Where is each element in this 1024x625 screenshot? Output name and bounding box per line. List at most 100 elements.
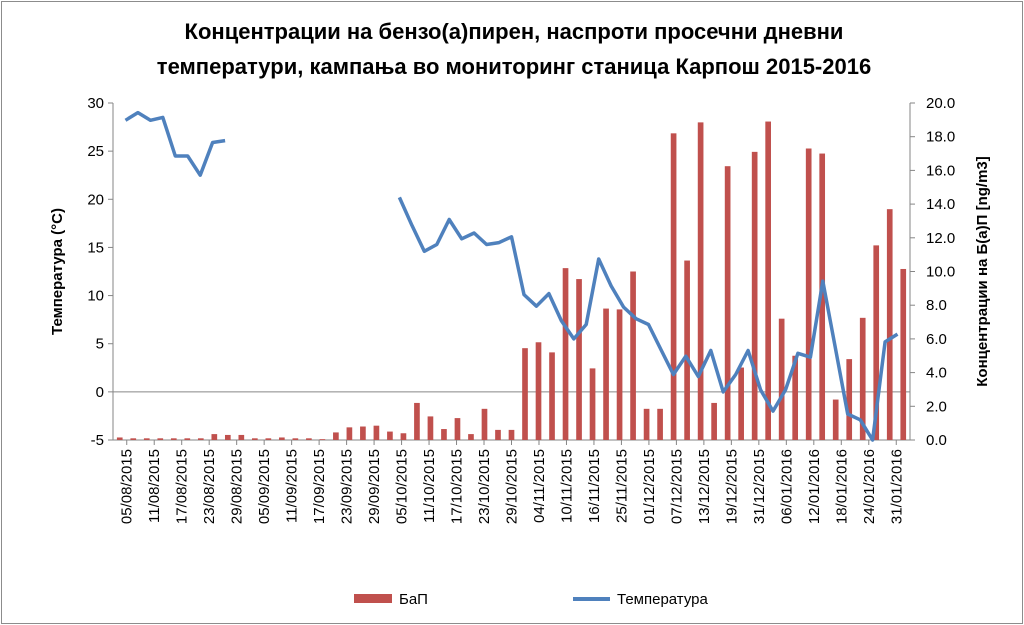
bap-bar bbox=[454, 418, 461, 440]
x-tick-label: 11/08/2015 bbox=[146, 449, 163, 523]
bap-bar bbox=[724, 166, 731, 440]
y-right-tick-label: 0.0 bbox=[926, 432, 947, 449]
x-tick-label: 18/01/2016 bbox=[833, 449, 850, 524]
bap-bar bbox=[373, 425, 380, 440]
bap-bar bbox=[549, 352, 555, 440]
bap-bar bbox=[333, 432, 339, 440]
bap-bar bbox=[400, 433, 407, 440]
y-left-tick-label: 5 bbox=[96, 336, 104, 353]
legend-bap-label: БаП bbox=[399, 591, 428, 608]
x-tick-label: 05/10/2015 bbox=[394, 449, 411, 524]
bap-bar bbox=[508, 429, 515, 440]
temperature-line-segment bbox=[124, 110, 226, 177]
bap-bar bbox=[143, 438, 150, 440]
bap-bar bbox=[711, 402, 717, 440]
chart-title-line2: температури, кампања во мониторинг стани… bbox=[157, 54, 871, 79]
bap-bar bbox=[157, 438, 164, 440]
x-tick-label: 29/08/2015 bbox=[229, 449, 246, 524]
y-left-tick-label: 15 bbox=[87, 239, 104, 256]
x-tick-label: 24/01/2016 bbox=[861, 449, 878, 524]
bap-bar bbox=[886, 209, 893, 440]
bap-bar bbox=[495, 429, 501, 440]
bap-bar bbox=[414, 402, 420, 440]
x-tick-label: 12/01/2016 bbox=[806, 449, 823, 524]
temperature-line-segment bbox=[397, 196, 899, 442]
chart-title-line1: Концентрации на бензо(а)пирен, наспроти … bbox=[185, 19, 844, 44]
bap-bar bbox=[792, 355, 799, 440]
bap-bar bbox=[197, 438, 204, 440]
bap-bar bbox=[387, 431, 393, 440]
bap-bar bbox=[238, 434, 245, 440]
bap-bar bbox=[292, 438, 299, 440]
x-tick-label: 06/01/2016 bbox=[778, 449, 795, 524]
y-right-tick-label: 8.0 bbox=[926, 297, 947, 314]
y-right-tick-label: 2.0 bbox=[926, 398, 947, 415]
bap-bar bbox=[346, 427, 353, 440]
tick-labels: 30 25 20 15 10 5 0 -5 20.0 18.0 16.0 14.0 12.0 10.0 8.… bbox=[87, 95, 955, 524]
y-left-tick-label: 25 bbox=[87, 143, 104, 160]
x-tick-label: 19/12/2015 bbox=[723, 449, 740, 524]
bap-bar bbox=[481, 408, 488, 440]
bap-bar bbox=[778, 318, 785, 440]
bap-bar bbox=[535, 342, 542, 440]
bap-bar bbox=[279, 437, 285, 440]
x-tick-label: 31/12/2015 bbox=[751, 449, 768, 524]
y-right-tick-label: 10.0 bbox=[926, 264, 955, 281]
bap-bar bbox=[873, 245, 880, 440]
bap-bar bbox=[522, 348, 528, 440]
bap-bars bbox=[116, 121, 907, 441]
y-left-tick-label: 30 bbox=[87, 95, 104, 112]
bap-bar bbox=[130, 438, 137, 440]
x-tick-label: 29/10/2015 bbox=[504, 449, 521, 524]
x-tick-label: 10/11/2015 bbox=[559, 449, 576, 523]
bap-bar bbox=[252, 438, 258, 440]
x-tick-label: 17/09/2015 bbox=[311, 449, 328, 524]
bap-bar bbox=[738, 367, 744, 440]
y-right-tick-label: 4.0 bbox=[926, 365, 947, 382]
y-right-tick-label: 14.0 bbox=[926, 196, 955, 213]
y-right-tick-label: 16.0 bbox=[926, 162, 955, 179]
bap-bar bbox=[900, 268, 907, 440]
x-tick-label: 04/11/2015 bbox=[531, 449, 548, 523]
bap-bar bbox=[805, 148, 812, 440]
bap-bar bbox=[589, 368, 596, 440]
bap-bar bbox=[684, 260, 690, 440]
bap-bar bbox=[116, 437, 123, 440]
bap-bar bbox=[468, 434, 474, 440]
x-tick-label: 07/12/2015 bbox=[668, 449, 685, 524]
bap-bar bbox=[224, 434, 231, 440]
bap-bar bbox=[846, 359, 853, 440]
x-tick-label: 16/11/2015 bbox=[586, 449, 603, 523]
y-axis-right-title: Концентрации на Б(а)П [ng/m3] bbox=[974, 156, 991, 386]
x-tick-label: 11/10/2015 bbox=[421, 449, 438, 523]
bap-bar bbox=[427, 416, 434, 440]
y-right-tick-label: 6.0 bbox=[926, 331, 947, 348]
bap-bar bbox=[670, 133, 677, 440]
x-tick-label: 13/12/2015 bbox=[696, 449, 713, 524]
x-tick-label: 23/09/2015 bbox=[339, 449, 356, 524]
x-tick-label: 05/08/2015 bbox=[119, 449, 136, 524]
bap-bar bbox=[576, 279, 582, 440]
bap-bar bbox=[832, 399, 839, 440]
y-left-tick-label: 10 bbox=[87, 288, 104, 305]
bap-bar bbox=[657, 408, 663, 440]
x-tick-label: 31/01/2016 bbox=[888, 449, 905, 524]
bap-bar bbox=[441, 429, 447, 440]
x-tick-label: 17/08/2015 bbox=[174, 449, 191, 524]
bap-bar bbox=[630, 271, 636, 440]
bap-bar bbox=[616, 309, 623, 440]
bap-bar bbox=[859, 317, 866, 440]
bap-bar bbox=[265, 438, 272, 440]
x-tick-label: 23/08/2015 bbox=[201, 449, 218, 524]
x-tick-label: 05/09/2015 bbox=[256, 449, 273, 524]
temperature-line bbox=[124, 110, 899, 442]
x-tick-label: 11/09/2015 bbox=[284, 449, 301, 523]
x-tick-label: 25/11/2015 bbox=[613, 449, 630, 523]
bap-bar bbox=[170, 438, 177, 440]
y-right-tick-label: 12.0 bbox=[926, 230, 955, 247]
bap-bar bbox=[603, 308, 609, 440]
y-left-tick-label: 20 bbox=[87, 191, 104, 208]
bap-bar bbox=[697, 122, 704, 440]
